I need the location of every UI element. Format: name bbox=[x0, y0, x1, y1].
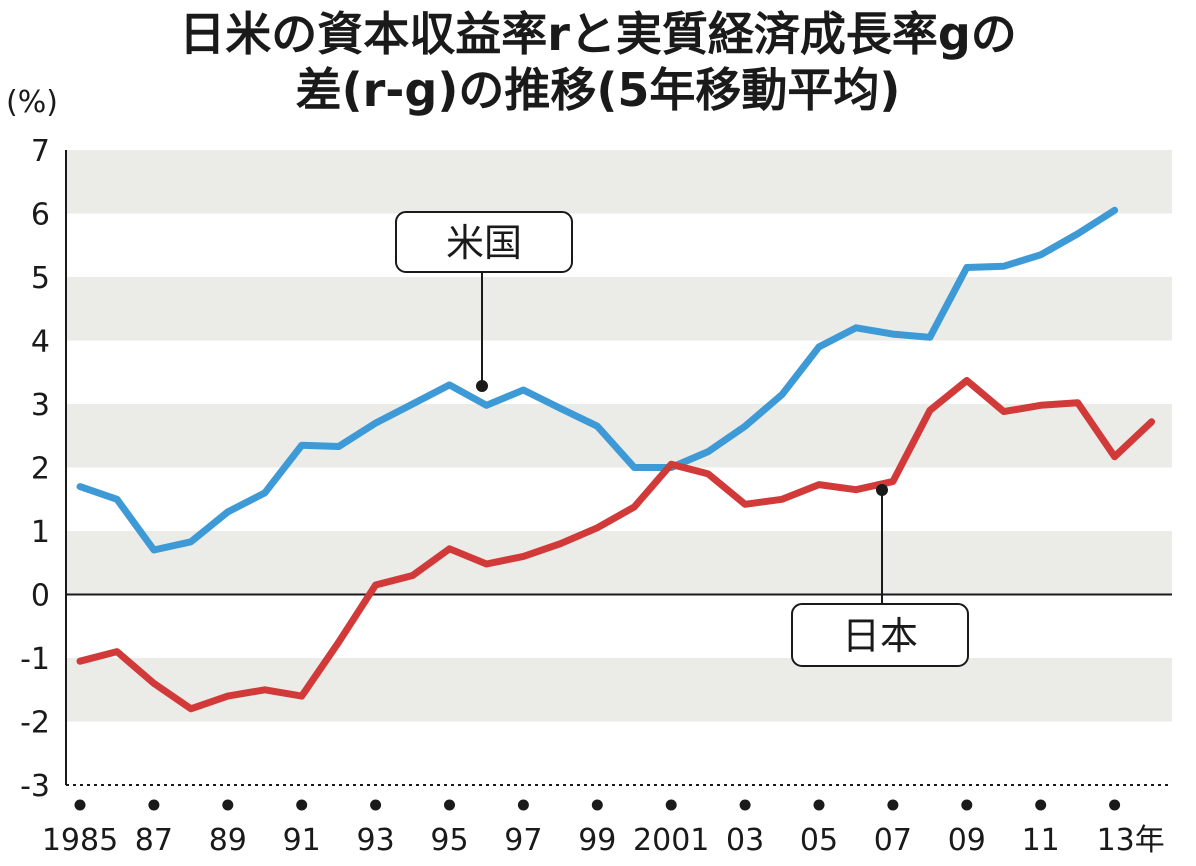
x-tick-label: 05 bbox=[800, 823, 838, 858]
x-tick-label: 93 bbox=[357, 823, 395, 858]
y-tick-label: 5 bbox=[31, 261, 50, 296]
series-line-us bbox=[76, 206, 1119, 554]
y-tick-label: 2 bbox=[31, 452, 50, 487]
y-tick-label: 1 bbox=[31, 515, 50, 550]
callout-us-dot bbox=[476, 380, 488, 392]
x-tick-dot bbox=[1035, 799, 1047, 811]
x-tick-label: 1985 bbox=[42, 823, 118, 858]
x-tick-dot bbox=[222, 799, 234, 811]
x-tick-label: 09 bbox=[948, 823, 986, 858]
x-tick-dot bbox=[961, 799, 973, 811]
x-tick-label: 89 bbox=[209, 823, 247, 858]
y-tick-label: -2 bbox=[20, 706, 50, 741]
x-tick-dot bbox=[739, 799, 751, 811]
x-tick-dot bbox=[444, 799, 455, 811]
y-tick-label: 6 bbox=[31, 198, 50, 233]
x-tick-labels: 1985 87 89 91 93 95 97 99 2001 03 05 07 09 11 13年 bbox=[42, 799, 1165, 858]
x-tick-label: 99 bbox=[578, 823, 616, 858]
series-line-jp bbox=[76, 377, 1156, 713]
x-tick-dot bbox=[296, 799, 308, 811]
x-tick-label: 07 bbox=[874, 823, 912, 858]
callout-us-box bbox=[395, 211, 573, 273]
x-tick-dot bbox=[665, 799, 677, 811]
grid-band bbox=[66, 404, 1172, 468]
x-tick-dot bbox=[370, 799, 382, 811]
callout-jp-label: 日本 bbox=[842, 614, 918, 658]
y-tick-label: -1 bbox=[20, 642, 50, 677]
x-tick-dot bbox=[591, 799, 603, 811]
callout-us-label: 米国 bbox=[446, 221, 522, 265]
grid-band bbox=[66, 658, 1172, 722]
x-tick-dot bbox=[148, 799, 160, 811]
x-tick-label: 95 bbox=[430, 823, 468, 858]
callout-jp-dot bbox=[876, 484, 888, 496]
chart-title-line-2: 差(r-g)の推移(5年移動平均) bbox=[295, 63, 901, 117]
axes bbox=[65, 150, 1172, 786]
x-tick-dot bbox=[887, 799, 899, 811]
grid-band bbox=[66, 531, 1172, 595]
callout-jp-box bbox=[791, 603, 969, 667]
x-tick-dot bbox=[74, 799, 86, 811]
x-tick-label: 97 bbox=[504, 823, 542, 858]
y-tick-label: 7 bbox=[31, 134, 50, 169]
x-tick-dot bbox=[517, 799, 529, 811]
grid-bands bbox=[66, 150, 1172, 722]
y-tick-label: -3 bbox=[20, 769, 50, 804]
series-lines bbox=[76, 206, 1156, 713]
chart-title-line-1: 日米の資本収益率rと実質経済成長率gの bbox=[179, 7, 1017, 61]
x-tick-label: 91 bbox=[283, 823, 321, 858]
y-tick-label: 4 bbox=[31, 325, 50, 360]
x-tick-label: 11 bbox=[1022, 823, 1060, 858]
x-tick-label: 13年 bbox=[1097, 823, 1165, 858]
chart-title: 日米の資本収益率rと実質経済成長率gの 差(r-g)の推移(5年移動平均) bbox=[0, 6, 1196, 118]
grid-band bbox=[66, 150, 1172, 214]
x-tick-label: 87 bbox=[135, 823, 173, 858]
x-tick-dot bbox=[1109, 799, 1121, 811]
y-tick-labels: 7 6 5 4 3 2 1 0 -1 -2 -3 bbox=[20, 134, 50, 804]
callout-jp: 日本 bbox=[791, 484, 969, 667]
grid-band bbox=[66, 277, 1172, 341]
y-tick-label: 3 bbox=[31, 388, 50, 423]
callout-us: 米国 bbox=[395, 211, 573, 392]
x-tick-label: 2001 bbox=[633, 823, 709, 858]
y-tick-label: 0 bbox=[31, 579, 50, 614]
y-unit-label: (%) bbox=[6, 85, 58, 120]
x-tick-dot bbox=[813, 799, 825, 811]
x-tick-label: 03 bbox=[726, 823, 764, 858]
